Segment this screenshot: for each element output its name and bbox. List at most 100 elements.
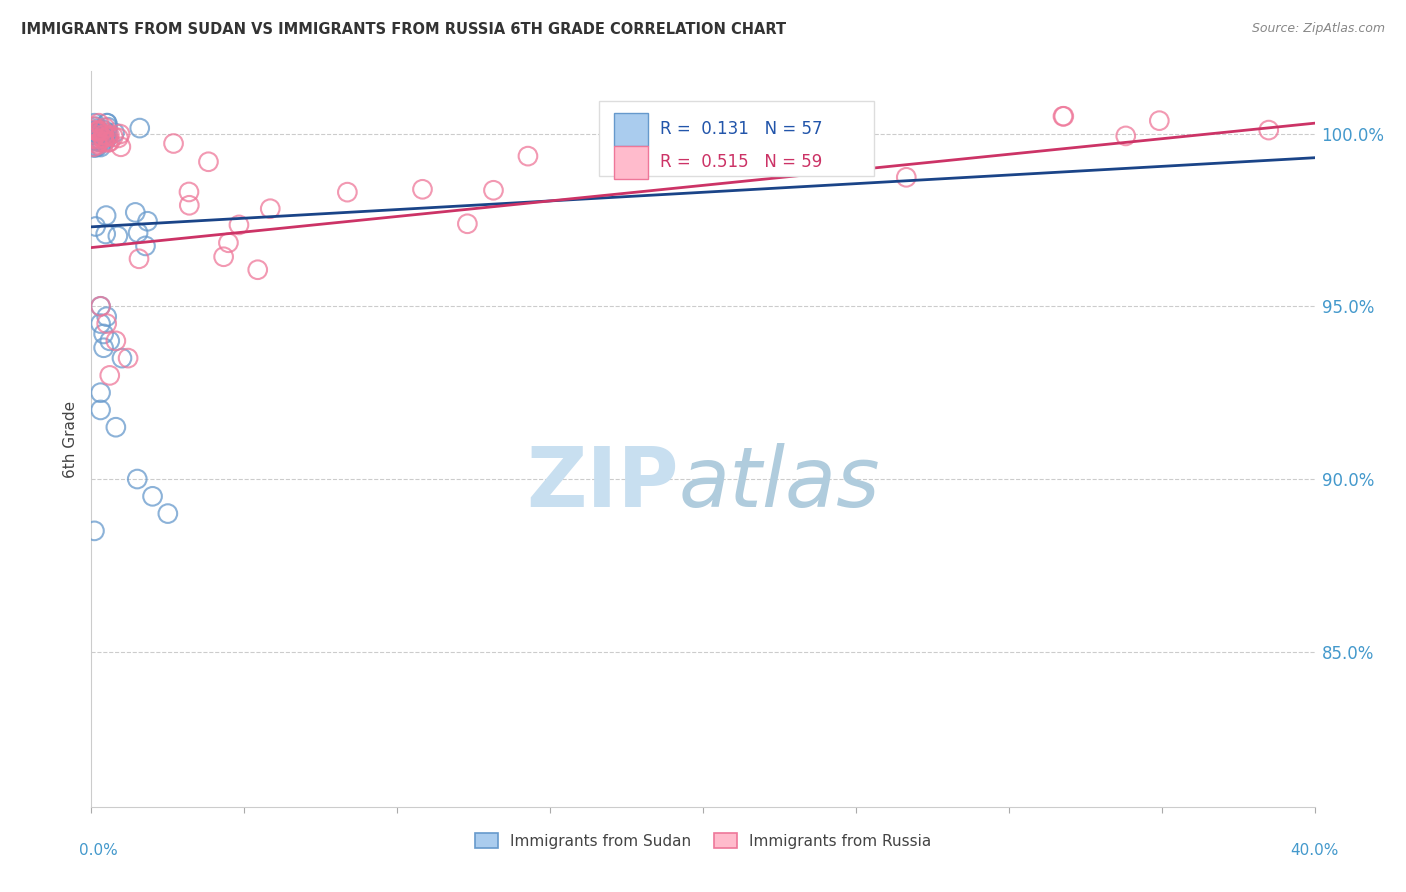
Point — [83, 140, 105, 154]
Point — [86, 132, 108, 146]
Text: IMMIGRANTS FROM SUDAN VS IMMIGRANTS FROM RUSSIA 6TH GRADE CORRELATION CHART: IMMIGRANTS FROM SUDAN VS IMMIGRANTS FROM… — [21, 22, 786, 37]
Point — [89, 124, 111, 138]
Point — [90, 317, 112, 331]
Point — [1052, 109, 1074, 123]
Point — [84, 128, 107, 142]
Point — [87, 123, 110, 137]
Point — [87, 133, 110, 147]
Point — [1115, 128, 1137, 143]
Point — [98, 334, 121, 348]
Point — [411, 182, 433, 196]
Point — [156, 507, 179, 521]
Point — [124, 205, 146, 219]
Point — [91, 131, 114, 145]
Point — [93, 135, 115, 149]
Point — [87, 132, 110, 146]
Point — [94, 120, 117, 135]
Point — [93, 123, 115, 137]
Point — [89, 129, 111, 144]
Point — [94, 130, 117, 145]
Point — [82, 131, 104, 145]
Point — [84, 219, 107, 234]
Text: R =  0.131   N = 57: R = 0.131 N = 57 — [661, 120, 823, 138]
Point — [86, 122, 108, 136]
Point — [107, 229, 129, 244]
Point — [127, 226, 149, 240]
Point — [259, 202, 281, 216]
Point — [86, 128, 108, 143]
Point — [117, 351, 139, 365]
Point — [83, 116, 105, 130]
Point — [212, 250, 235, 264]
Point — [136, 214, 159, 228]
Point — [228, 218, 250, 232]
Point — [162, 136, 184, 151]
Point — [482, 183, 505, 197]
Point — [96, 310, 118, 324]
Point — [83, 120, 105, 134]
Point — [111, 351, 134, 365]
Point — [94, 209, 117, 223]
Point — [86, 124, 108, 138]
Point — [98, 368, 121, 383]
Point — [336, 185, 359, 199]
Point — [94, 133, 117, 147]
Point — [93, 326, 115, 341]
Point — [98, 128, 121, 142]
Point — [93, 131, 115, 145]
Text: R =  0.515   N = 59: R = 0.515 N = 59 — [661, 153, 823, 171]
Point — [96, 126, 118, 140]
Point — [83, 524, 105, 538]
Point — [97, 129, 120, 144]
Text: ZIP: ZIP — [526, 443, 679, 524]
Point — [91, 123, 114, 137]
Point — [90, 299, 112, 313]
Point — [128, 121, 150, 136]
Point — [90, 133, 112, 147]
Point — [82, 133, 104, 147]
Point — [110, 140, 132, 154]
Point — [87, 124, 110, 138]
Point — [87, 116, 110, 130]
Point — [83, 124, 105, 138]
Point — [87, 134, 110, 148]
Point — [456, 217, 478, 231]
Y-axis label: 6th Grade: 6th Grade — [63, 401, 79, 478]
Point — [96, 130, 118, 145]
Point — [197, 154, 219, 169]
Point — [83, 129, 105, 144]
Point — [90, 140, 112, 154]
Point — [127, 472, 149, 486]
Point — [87, 135, 110, 149]
Point — [516, 149, 538, 163]
Point — [1257, 123, 1279, 137]
Point — [93, 129, 115, 144]
Point — [103, 126, 125, 140]
Point — [104, 420, 127, 434]
Point — [103, 129, 125, 144]
Point — [87, 137, 110, 152]
Point — [93, 128, 115, 142]
Point — [89, 127, 111, 141]
Point — [82, 122, 104, 136]
Point — [97, 120, 120, 135]
Text: atlas: atlas — [679, 443, 880, 524]
Point — [90, 299, 112, 313]
Point — [86, 126, 108, 140]
Point — [83, 140, 105, 154]
Point — [90, 385, 112, 400]
Point — [86, 136, 108, 150]
Point — [896, 170, 918, 185]
Point — [104, 334, 127, 348]
Point — [246, 262, 269, 277]
FancyBboxPatch shape — [613, 145, 648, 179]
Point — [107, 131, 129, 145]
Point — [97, 136, 120, 150]
Point — [134, 239, 156, 253]
Point — [87, 126, 110, 140]
Point — [1149, 113, 1171, 128]
Point — [94, 227, 117, 241]
Point — [98, 135, 121, 149]
Point — [96, 317, 118, 331]
Point — [83, 125, 105, 139]
